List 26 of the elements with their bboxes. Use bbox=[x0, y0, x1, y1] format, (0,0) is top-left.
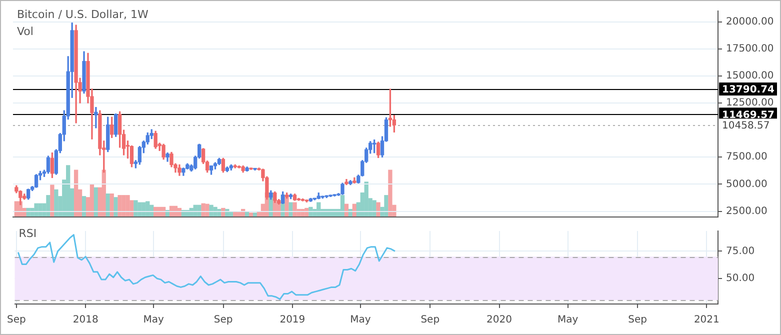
chart-title: RSI bbox=[18, 226, 37, 240]
y-tick-label: 2500.00 bbox=[726, 206, 768, 217]
y-tick-label: 5000.00 bbox=[726, 178, 768, 190]
x-tick-label: May bbox=[350, 314, 371, 326]
x-tick-label: May bbox=[557, 314, 578, 326]
x-tick-label: 2021 bbox=[694, 314, 720, 326]
x-tick-label: Sep bbox=[7, 314, 26, 326]
chart-title: Vol bbox=[17, 24, 34, 38]
y-tick-label: 75.00 bbox=[726, 246, 755, 257]
x-tick-label: 2019 bbox=[280, 314, 306, 326]
y-tick-label: 15000.00 bbox=[726, 70, 774, 82]
x-tick-label: 2020 bbox=[486, 314, 512, 326]
y-tick-label: 20000.00 bbox=[726, 16, 774, 28]
x-tick-label: Sep bbox=[420, 314, 440, 326]
y-tick-label: 12500.00 bbox=[726, 98, 774, 109]
y-tick-label: 7500.00 bbox=[726, 152, 768, 163]
ref-line-label: 13790.74 bbox=[722, 84, 775, 96]
ref-line-label: 11469.57 bbox=[722, 110, 775, 121]
y-tick-label: 17500.00 bbox=[726, 43, 774, 54]
x-tick-label: 2018 bbox=[72, 314, 98, 326]
x-tick-label: Sep bbox=[214, 314, 233, 326]
y-tick-label: 50.00 bbox=[726, 273, 755, 284]
x-tick-label: May bbox=[143, 314, 164, 326]
ref-line-label: 10458.57 bbox=[722, 120, 770, 132]
x-tick-label: Sep bbox=[628, 314, 647, 326]
chart-title: Bitcoin / U.S. Dollar, 1W bbox=[17, 8, 149, 21]
